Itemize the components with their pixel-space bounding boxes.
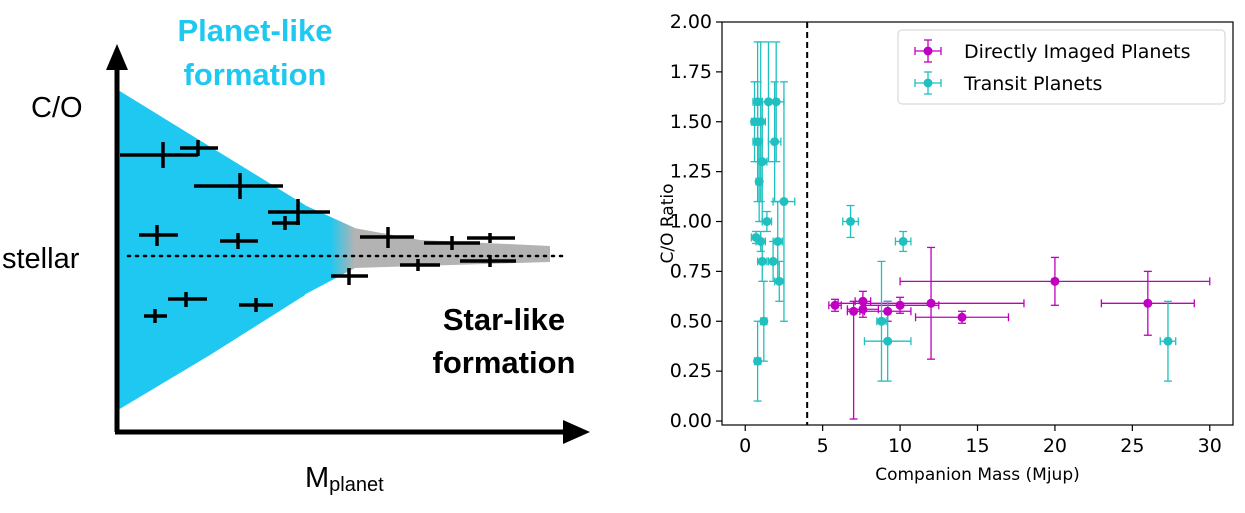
x-ticks: 0 5 10 15 20 25 30: [739, 425, 1222, 457]
legend-box: [897, 29, 1226, 105]
schematic-point: [139, 225, 178, 246]
schematic-point: [239, 298, 273, 312]
legend-marker: [914, 39, 942, 63]
transit-point: [774, 276, 784, 286]
schematic-y-arrow: [106, 44, 128, 70]
y-tick-label: 0.75: [670, 260, 712, 282]
y-axis-label: C/O Ratio: [658, 183, 678, 263]
legend: Directly Imaged Planets Transit Planets: [897, 29, 1226, 105]
directly-imaged-point: [1050, 276, 1060, 286]
transit-point: [757, 157, 767, 167]
schematic-point: [272, 216, 300, 230]
transit-point: [762, 217, 772, 227]
schematic-point: [220, 233, 258, 249]
schematic-point: [360, 227, 414, 248]
directly-imaged-point: [849, 306, 859, 316]
star-like-title-line2: formation: [433, 345, 576, 380]
x-label-sub: planet: [329, 474, 384, 496]
transit-point: [753, 137, 763, 147]
transit-point: [846, 217, 856, 227]
transit-point: [756, 236, 766, 246]
schematic-x-label: Mplanet: [305, 462, 384, 496]
schematic-point: [120, 142, 198, 168]
legend-label: Directly Imaged Planets: [964, 41, 1191, 63]
transit-point: [898, 236, 908, 246]
y-tick-label: 0.25: [670, 360, 712, 382]
x-tick-label: 25: [1120, 435, 1144, 457]
schematic-point: [400, 259, 440, 271]
schematic-panel: Planet-like formation C/O stellar Star-l…: [0, 0, 600, 508]
y-tick-label: 0.00: [670, 410, 712, 432]
transit-point: [750, 117, 760, 127]
x-label-main: M: [305, 462, 329, 494]
y-tick-label: 1.25: [670, 161, 712, 183]
transit-point: [883, 336, 893, 346]
transit-point: [753, 97, 763, 107]
transit-point: [763, 97, 773, 107]
schematic-point: [460, 255, 516, 267]
schematic-points: [120, 140, 516, 323]
directly-imaged-point: [858, 304, 868, 314]
x-tick-label: 30: [1198, 435, 1222, 457]
planet-like-title-line1: Planet-like: [177, 13, 332, 48]
schematic-point: [331, 268, 368, 285]
star-like-title-line1: Star-like: [443, 302, 565, 337]
x-tick-label: 15: [965, 435, 989, 457]
schematic-point: [268, 199, 330, 225]
x-tick-label: 10: [888, 435, 912, 457]
stellar-label: stellar: [2, 243, 80, 275]
co-ratio-chart: 0 5 10 15 20 25 30 0.00 0.25 0.50 0.75 1.00 1.25 1.5…: [658, 11, 1234, 485]
planet-like-wedge: [118, 90, 305, 410]
schematic-point: [467, 233, 515, 243]
transit-point: [876, 316, 886, 326]
directly-imaged-point: [957, 312, 967, 322]
schematic-figure: Planet-like formation C/O stellar Star-l…: [2, 13, 590, 496]
directly-imaged-point: [858, 296, 868, 306]
directly-imaged-point: [830, 300, 840, 310]
directly-imaged-point: [1143, 298, 1153, 308]
directly-imaged-point: [926, 298, 936, 308]
transit-point: [753, 356, 763, 366]
x-tick-label: 20: [1043, 435, 1067, 457]
chart-panel: 0 5 10 15 20 25 30 0.00 0.25 0.50 0.75 1.00 1.25 1.5…: [600, 0, 1245, 508]
errorbar: [846, 300, 861, 420]
planet-like-title-line2: formation: [184, 57, 327, 92]
markers-layer: [750, 97, 1173, 366]
transit-point: [771, 97, 781, 107]
transit-point: [770, 137, 780, 147]
directly-imaged-point: [883, 306, 893, 316]
y-tick-label: 0.50: [670, 310, 712, 332]
schematic-x-arrow: [563, 420, 590, 444]
x-axis-label: Companion Mass (Mjup): [875, 465, 1080, 485]
legend-label: Transit Planets: [963, 73, 1102, 95]
transit-point: [757, 256, 767, 266]
transit-point: [754, 177, 764, 187]
y-tick-label: 1.75: [670, 61, 712, 83]
schematic-y-label: C/O: [31, 92, 83, 124]
transit-point: [759, 316, 769, 326]
y-tick-label: 2.00: [670, 11, 712, 33]
transition-wedge: [300, 203, 355, 297]
y-ticks: 0.00 0.25 0.50 0.75 1.00 1.25 1.50 1.75 2.00: [670, 11, 722, 432]
y-tick-label: 1.00: [670, 211, 712, 233]
x-tick-label: 0: [739, 435, 751, 457]
transit-point: [773, 236, 783, 246]
schematic-point: [180, 140, 218, 156]
transit-point: [1163, 336, 1173, 346]
schematic-point: [424, 236, 480, 250]
legend-marker: [914, 71, 942, 95]
schematic-point: [194, 173, 283, 199]
transit-point: [768, 256, 778, 266]
directly-imaged-point: [895, 300, 905, 310]
transit-point: [779, 197, 789, 207]
schematic-point: [168, 292, 207, 307]
y-tick-label: 1.50: [670, 111, 712, 133]
x-tick-label: 5: [817, 435, 829, 457]
schematic-point: [144, 309, 167, 323]
transit-point: [756, 117, 766, 127]
